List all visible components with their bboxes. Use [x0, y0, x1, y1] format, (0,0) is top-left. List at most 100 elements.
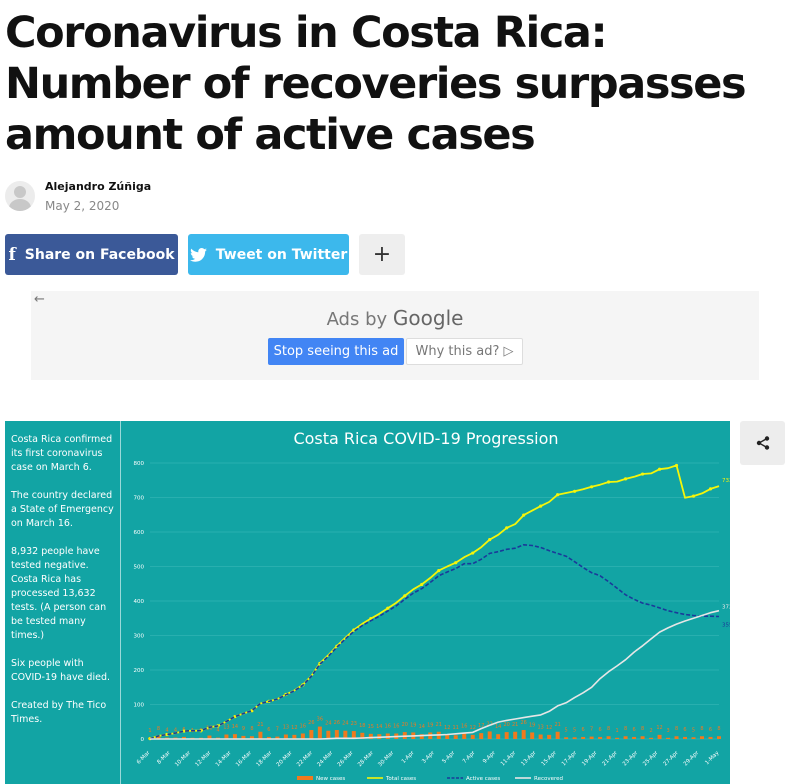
why-this-ad-button[interactable]: Why this ad? ▷: [406, 338, 523, 365]
data-label-new-cases: 6: [709, 727, 712, 733]
more-share-button[interactable]: +: [359, 234, 405, 275]
data-label-new-cases: 21: [554, 722, 560, 728]
bar-new-cases: [283, 734, 288, 739]
data-label-new-cases: 6: [582, 727, 585, 733]
point-total-cases: [471, 551, 475, 555]
note-tests: 8,932 people have tested negative. Costa…: [11, 546, 107, 641]
data-label-new-cases: 14: [419, 724, 425, 730]
share-facebook-button[interactable]: f Share on Facebook: [5, 234, 178, 275]
author-name[interactable]: Alejandro Zúñiga: [45, 180, 152, 193]
data-label-new-cases: 12: [470, 725, 476, 731]
note-credit: Created by The Tico Times.: [11, 700, 107, 725]
bar-new-cases: [479, 733, 484, 739]
x-tick-label: 6-Mar: [136, 750, 152, 766]
x-tick-label: 25-Apr: [642, 750, 660, 768]
note-state-of-emergency: The country declared a State of Emergenc…: [11, 490, 114, 529]
ad-back-arrow-icon[interactable]: ←: [34, 292, 45, 307]
data-label-new-cases: 8: [675, 726, 678, 732]
floating-share-button[interactable]: [740, 421, 785, 465]
data-label-new-cases: 12: [444, 725, 450, 731]
point-total-cases: [437, 569, 441, 573]
x-tick-label: 16-Mar: [235, 750, 253, 768]
bar-new-cases: [224, 734, 229, 739]
bar-new-cases: [317, 726, 322, 739]
data-label-new-cases: 13: [283, 725, 289, 731]
x-tick-label: 19-Apr: [581, 750, 599, 768]
data-label-new-cases: 15: [368, 724, 374, 730]
x-tick-label: 15-Apr: [541, 750, 559, 768]
x-tick-label: 18-Mar: [255, 750, 273, 768]
point-total-cases: [708, 487, 713, 491]
x-tick-label: 3-Apr: [421, 750, 436, 765]
y-tick-label: 100: [134, 703, 145, 709]
data-label-new-cases: 8: [700, 726, 703, 732]
data-label-new-cases: 5: [573, 727, 576, 733]
data-label-new-cases: 11: [453, 725, 459, 731]
bar-new-cases: [589, 736, 594, 739]
point-total-cases: [556, 493, 560, 497]
data-label-new-cases: 16: [461, 723, 467, 729]
ad-container: ← Ads by Google Stop seeing this ad Why …: [31, 291, 759, 380]
y-tick-label: 0: [141, 737, 145, 743]
author-avatar[interactable]: [5, 181, 35, 211]
article-headline: Coronavirus in Costa Rica: Number of rec…: [5, 8, 747, 160]
bar-new-cases: [513, 731, 518, 739]
x-tick-label: 13-Apr: [520, 750, 538, 768]
bar-new-cases: [419, 734, 424, 739]
x-tick-label: 24-Mar: [316, 750, 334, 768]
data-label-new-cases: 4: [174, 728, 177, 734]
legend-label: New cases: [316, 776, 345, 782]
data-label-new-cases: 26: [520, 720, 526, 726]
y-tick-label: 400: [134, 599, 145, 605]
bar-new-cases: [445, 734, 450, 739]
bar-new-cases: [640, 736, 645, 739]
bar-new-cases: [266, 736, 271, 739]
bar-new-cases: [453, 735, 458, 739]
point-total-cases: [640, 472, 645, 476]
series-line-active-cases: [149, 544, 720, 740]
x-tick-label: 14-Mar: [215, 750, 233, 768]
data-label-new-cases: 26: [334, 720, 340, 726]
data-label-new-cases: 19: [427, 722, 433, 728]
data-label-new-cases: 8: [607, 726, 610, 732]
data-label-new-cases: 8: [250, 726, 253, 732]
data-label-new-cases: 26: [308, 720, 314, 726]
bar-new-cases: [360, 732, 365, 739]
bar-new-cases: [572, 737, 577, 739]
bar-new-cases: [156, 736, 161, 739]
bar-new-cases: [564, 737, 569, 739]
data-label-new-cases: 17: [478, 723, 484, 729]
tweet-twitter-button[interactable]: Tweet on Twitter: [188, 234, 349, 275]
data-label-new-cases: 21: [512, 722, 518, 728]
data-label-new-cases: 21: [436, 722, 442, 728]
y-tick-label: 800: [134, 461, 145, 467]
bar-new-cases: [581, 736, 586, 739]
x-tick-label: 26-Mar: [337, 750, 355, 768]
bar-new-cases: [674, 736, 679, 739]
data-label-new-cases: 16: [385, 723, 391, 729]
data-label-new-cases: 12: [546, 725, 552, 731]
bar-new-cases: [249, 736, 254, 739]
point-total-cases: [386, 606, 390, 610]
stop-seeing-ad-button[interactable]: Stop seeing this ad: [268, 338, 404, 365]
data-label-new-cases: 2: [649, 728, 652, 734]
data-label-new-cases: 20: [402, 722, 408, 728]
y-tick-label: 500: [134, 565, 145, 571]
y-tick-label: 200: [134, 668, 145, 674]
point-total-cases: [403, 594, 407, 598]
bar-new-cases: [632, 736, 637, 739]
tweet-twitter-label: Tweet on Twitter: [215, 246, 348, 263]
chart-title: Costa Rica COVID-19 Progression: [293, 429, 559, 448]
x-tick-label: 7-Apr: [462, 750, 477, 765]
bar-new-cases: [623, 736, 628, 739]
data-label-new-cases: 12: [291, 725, 297, 731]
bar-new-cases: [309, 730, 314, 739]
data-label-new-cases: 4: [165, 728, 168, 734]
data-label-new-cases: 10: [206, 726, 212, 732]
bar-new-cases: [241, 735, 246, 739]
ads-by-google: Ads by Google: [31, 306, 759, 330]
point-total-cases: [454, 561, 458, 565]
data-label-new-cases: 4: [216, 728, 219, 734]
point-total-cases: [522, 513, 526, 517]
data-label-new-cases: 6: [632, 727, 635, 733]
